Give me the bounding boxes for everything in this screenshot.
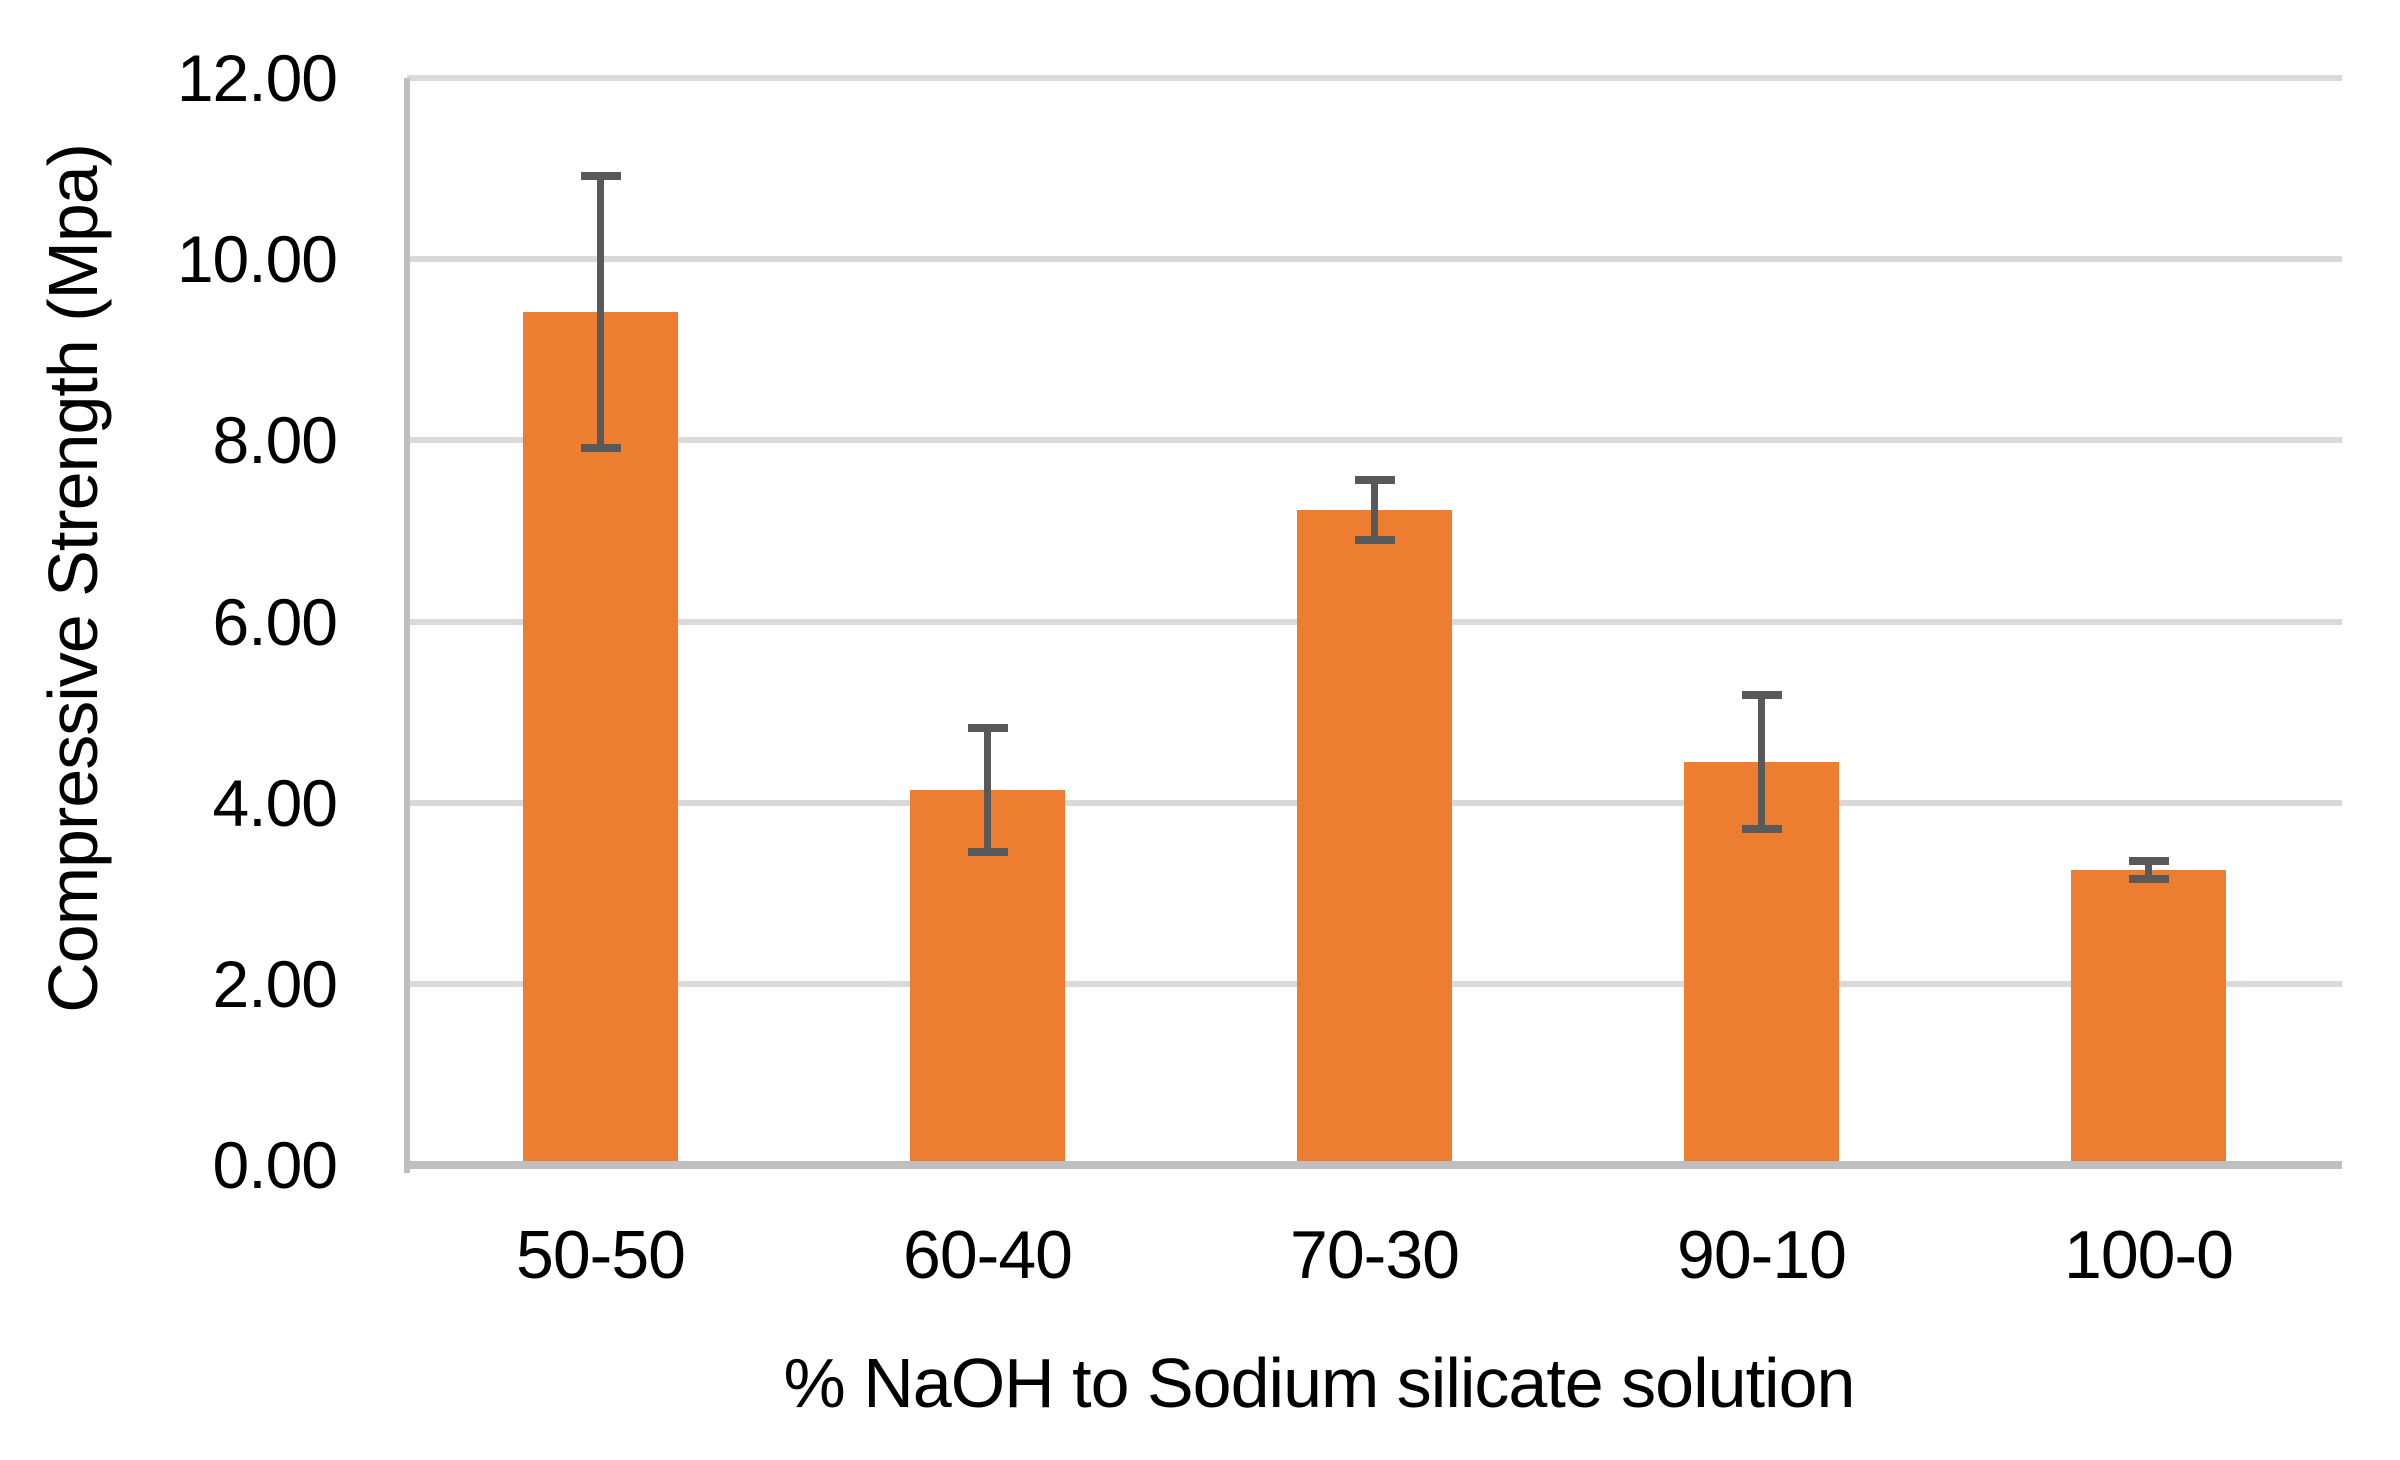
- y-tick-label: 6.00: [212, 584, 338, 659]
- x-category-label: 70-30: [1290, 1217, 1460, 1293]
- x-category-label: 60-40: [903, 1217, 1073, 1293]
- error-bar-cap-top: [580, 171, 621, 180]
- error-bar-cap-top: [967, 724, 1008, 733]
- error-bar-cap-bottom: [967, 847, 1008, 856]
- gridline: [407, 75, 2342, 81]
- error-bar-line: [1758, 694, 1765, 829]
- y-tick-label: 4.00: [212, 765, 338, 840]
- error-bar-cap-bottom: [2128, 874, 2169, 883]
- y-tick-label: 12.00: [176, 41, 338, 115]
- x-category-label: 50-50: [516, 1217, 686, 1293]
- error-bar-cap-top: [1741, 690, 1782, 699]
- bar: [523, 311, 678, 1161]
- x-category-label: 100-0: [2064, 1217, 2234, 1293]
- error-bar-cap-bottom: [580, 443, 621, 452]
- error-bar-line: [597, 175, 604, 448]
- error-bar-cap-bottom: [1741, 824, 1782, 833]
- x-category-label: 90-10: [1677, 1217, 1847, 1293]
- error-bar-line: [2145, 860, 2152, 879]
- y-tick-label: 2.00: [212, 946, 338, 1021]
- y-tick-label: 0.00: [212, 1128, 338, 1202]
- error-bar-cap-bottom: [1354, 535, 1395, 544]
- error-bar-cap-top: [1354, 476, 1395, 485]
- error-bar-line: [984, 728, 991, 852]
- x-axis-title: % NaOH to Sodium silicate solution: [783, 1344, 1856, 1422]
- error-bar-cap-top: [2128, 856, 2169, 865]
- gridline: [407, 256, 2342, 263]
- error-bar-line: [1371, 480, 1378, 540]
- bar: [2071, 869, 2226, 1161]
- x-axis-line: [407, 1161, 2342, 1169]
- bar: [1297, 510, 1452, 1161]
- y-tick-label: 10.00: [176, 222, 338, 297]
- gridline: [407, 437, 2342, 444]
- y-axis-line: [404, 78, 410, 1173]
- y-tick-label: 8.00: [212, 403, 338, 478]
